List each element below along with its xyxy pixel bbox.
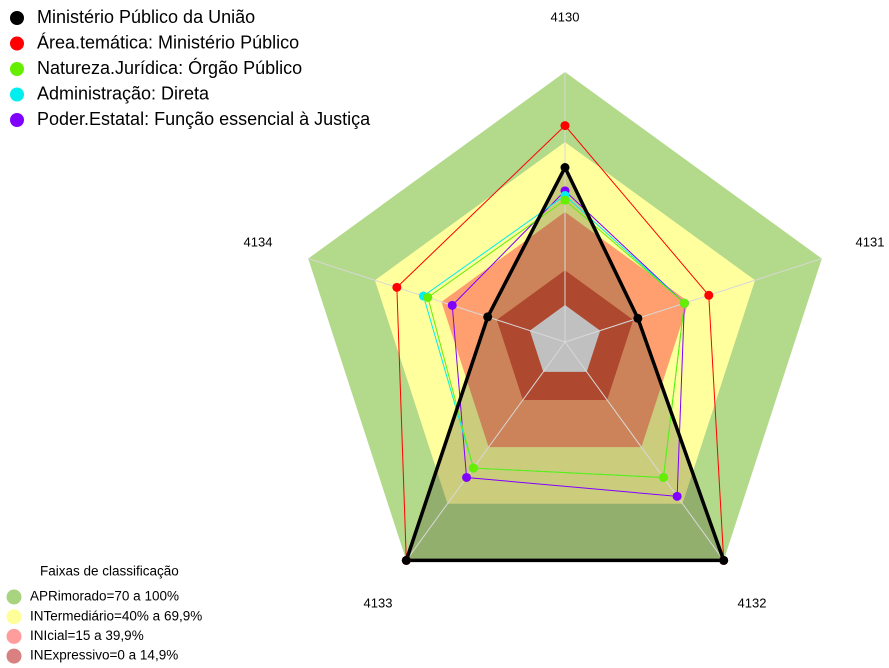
band-legend-marker — [6, 609, 22, 625]
axis-label: 4133 — [364, 595, 393, 610]
spoke — [308, 258, 566, 343]
spoke — [564, 258, 822, 343]
band-legend-label: APRimorado=70 a 100% — [30, 589, 179, 604]
axis-label: 4134 — [244, 234, 273, 249]
marker — [560, 163, 570, 173]
legend-label: Poder.Estatal: Função essencial à Justiç… — [37, 109, 371, 129]
axis-label: 4131 — [856, 234, 885, 249]
legend-label: Área.temática: Ministério Público — [37, 32, 299, 52]
legend-marker — [10, 11, 24, 25]
marker — [392, 282, 402, 292]
axis-label: 4132 — [738, 595, 767, 610]
marker — [560, 121, 570, 131]
legend-label: Ministério Público da União — [37, 7, 255, 27]
legend-marker — [10, 36, 24, 51]
marker — [658, 472, 668, 482]
band-legend-label: INExpressivo=0 a 14,9% — [30, 648, 178, 663]
marker — [483, 312, 493, 322]
marker — [704, 290, 714, 300]
marker — [560, 195, 570, 205]
band-legend-label: INTermediário=40% a 69,9% — [30, 608, 202, 623]
marker — [719, 555, 729, 565]
legend-marker — [10, 87, 24, 102]
marker — [423, 292, 433, 302]
marker — [447, 300, 457, 310]
axis-label: 4130 — [551, 9, 580, 24]
series-line — [451, 190, 685, 497]
band-legend-label: INIcial=15 a 39,9% — [30, 628, 144, 643]
marker — [672, 491, 682, 501]
spoke — [405, 341, 566, 561]
bands-title: Faixas de classificação — [40, 564, 179, 579]
band-legend-marker — [6, 628, 22, 644]
series-line — [427, 199, 685, 479]
legend-marker — [10, 113, 24, 127]
legend-label: Natureza.Jurídica: Órgão Público — [37, 57, 302, 78]
marker — [679, 298, 689, 308]
legend-label: Administração: Direta — [37, 83, 210, 103]
band-legend-marker — [6, 648, 22, 664]
legend-marker — [10, 62, 24, 76]
marker — [401, 555, 411, 565]
spoke — [564, 341, 725, 561]
marker — [462, 472, 472, 482]
marker — [468, 463, 478, 473]
band-legend-marker — [6, 589, 22, 605]
series-line — [403, 163, 727, 563]
marker — [633, 313, 643, 323]
